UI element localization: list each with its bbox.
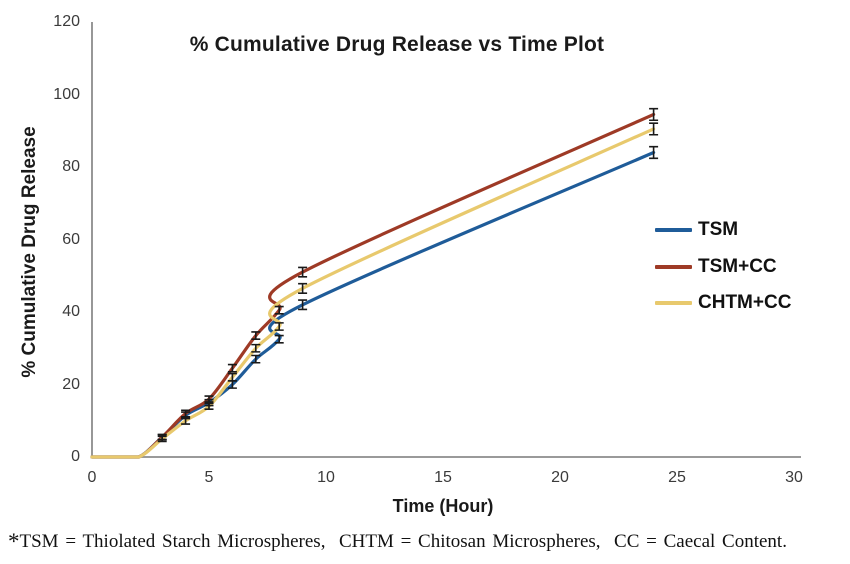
error-bars-tsm-cc — [157, 107, 659, 441]
y-tick-label: 60 — [62, 230, 80, 248]
x-tick-label: 15 — [434, 469, 452, 486]
chart-title: % Cumulative Drug Release vs Time Plot — [189, 33, 605, 56]
series-line-tsm-cc — [90, 112, 656, 459]
y-tick-label: 80 — [62, 158, 80, 175]
x-tick-label: 10 — [317, 469, 335, 486]
error-bars-tsm — [157, 145, 659, 441]
x-axis-title: Time (Hour) — [392, 496, 494, 516]
y-axis-title: % Cumulative Drug Release — [19, 126, 40, 378]
x-tick-label: 30 — [785, 469, 803, 486]
y-tick-label: 100 — [53, 85, 80, 103]
x-tick-label: 0 — [87, 469, 97, 486]
series-line-tsm — [90, 150, 656, 459]
x-tick-label: 25 — [668, 469, 686, 486]
legend-item-tsm: TSM — [655, 220, 738, 240]
legend-item-tsm-cc: TSM+CC — [655, 257, 777, 277]
legend-swatch — [655, 301, 692, 305]
footnote-text: TSM = Thiolated Starch Microspheres, CHT… — [19, 531, 787, 552]
y-tick-label: 120 — [53, 13, 80, 30]
y-tick-label: 20 — [62, 375, 80, 393]
legend-label: TSM+CC — [698, 256, 777, 277]
legend-label: TSM — [698, 219, 739, 240]
legend-swatch — [655, 265, 692, 269]
footnote-asterisk: * — [8, 529, 20, 554]
x-tick-label: 5 — [204, 469, 214, 486]
x-tick-label: 20 — [551, 469, 569, 486]
legend-item-chtm-cc: CHTM+CC — [655, 293, 791, 313]
y-tick-label: 40 — [62, 303, 80, 320]
legend-label: CHTM+CC — [698, 292, 792, 313]
legend-swatch — [655, 228, 692, 232]
series-line-chtm-cc — [90, 127, 656, 459]
error-bars-chtm-cc — [157, 122, 659, 443]
plot-area — [90, 22, 801, 459]
y-tick-label: 0 — [71, 448, 80, 465]
footnote: *TSM = Thiolated Starch Microspheres, CH… — [8, 529, 848, 554]
